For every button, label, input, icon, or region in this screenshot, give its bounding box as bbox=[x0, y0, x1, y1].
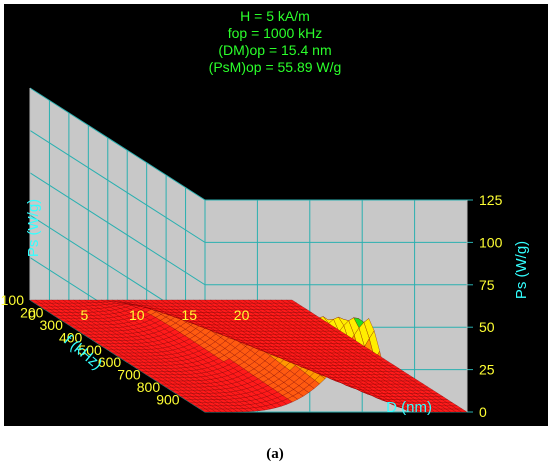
tick-label-x: 15 bbox=[181, 307, 197, 323]
tick-label-y: 900 bbox=[156, 392, 180, 408]
annotation-field: H = 5 kA/m bbox=[240, 8, 310, 24]
annotation-frequency: fop = 1000 kHz bbox=[227, 25, 323, 41]
tick-label-y: 600 bbox=[98, 354, 122, 370]
tick-label-z-right: 25 bbox=[479, 362, 495, 378]
tick-label-x: 5 bbox=[81, 307, 89, 323]
tick-label-y: 500 bbox=[78, 342, 102, 358]
axis-label-z-left: Ps (W/g) bbox=[25, 199, 42, 257]
tick-label-y: 700 bbox=[117, 367, 141, 383]
inner-label: H x f = 5 x 10^9 A/m.Hz bbox=[239, 116, 417, 135]
axis-label-x: D (nm) bbox=[386, 399, 432, 416]
tick-label-z-right: 0 bbox=[479, 404, 487, 420]
tick-label-x: 0 bbox=[28, 307, 36, 323]
tick-label-y: 300 bbox=[40, 317, 64, 333]
annotation-power: (PsM)op = 55.89 W/g bbox=[208, 59, 342, 75]
figure-caption: (a) bbox=[0, 446, 550, 463]
surface-plot: 0255075100125025507510012505101520100200… bbox=[1, 87, 530, 420]
caption-text: (a) bbox=[266, 446, 284, 462]
tick-label-x: 10 bbox=[129, 307, 145, 323]
axis-label-z-right: Ps (W/g) bbox=[513, 241, 530, 299]
tick-label-y: 800 bbox=[137, 379, 161, 395]
surface-mesh bbox=[29, 299, 468, 413]
tick-label-z-right: 50 bbox=[479, 319, 495, 335]
tick-label-z-right: 75 bbox=[479, 277, 495, 293]
tick-label-x: 20 bbox=[234, 307, 250, 323]
surface-face bbox=[285, 299, 298, 304]
annotation-diameter: (DM)op = 15.4 nm bbox=[218, 42, 332, 58]
tick-label-z-right: 100 bbox=[479, 234, 503, 250]
tick-label-z-right: 125 bbox=[479, 192, 503, 208]
tick-label-y: 400 bbox=[59, 329, 83, 345]
tick-label-y: 100 bbox=[1, 292, 25, 308]
tick-label-y: 200 bbox=[20, 304, 44, 320]
